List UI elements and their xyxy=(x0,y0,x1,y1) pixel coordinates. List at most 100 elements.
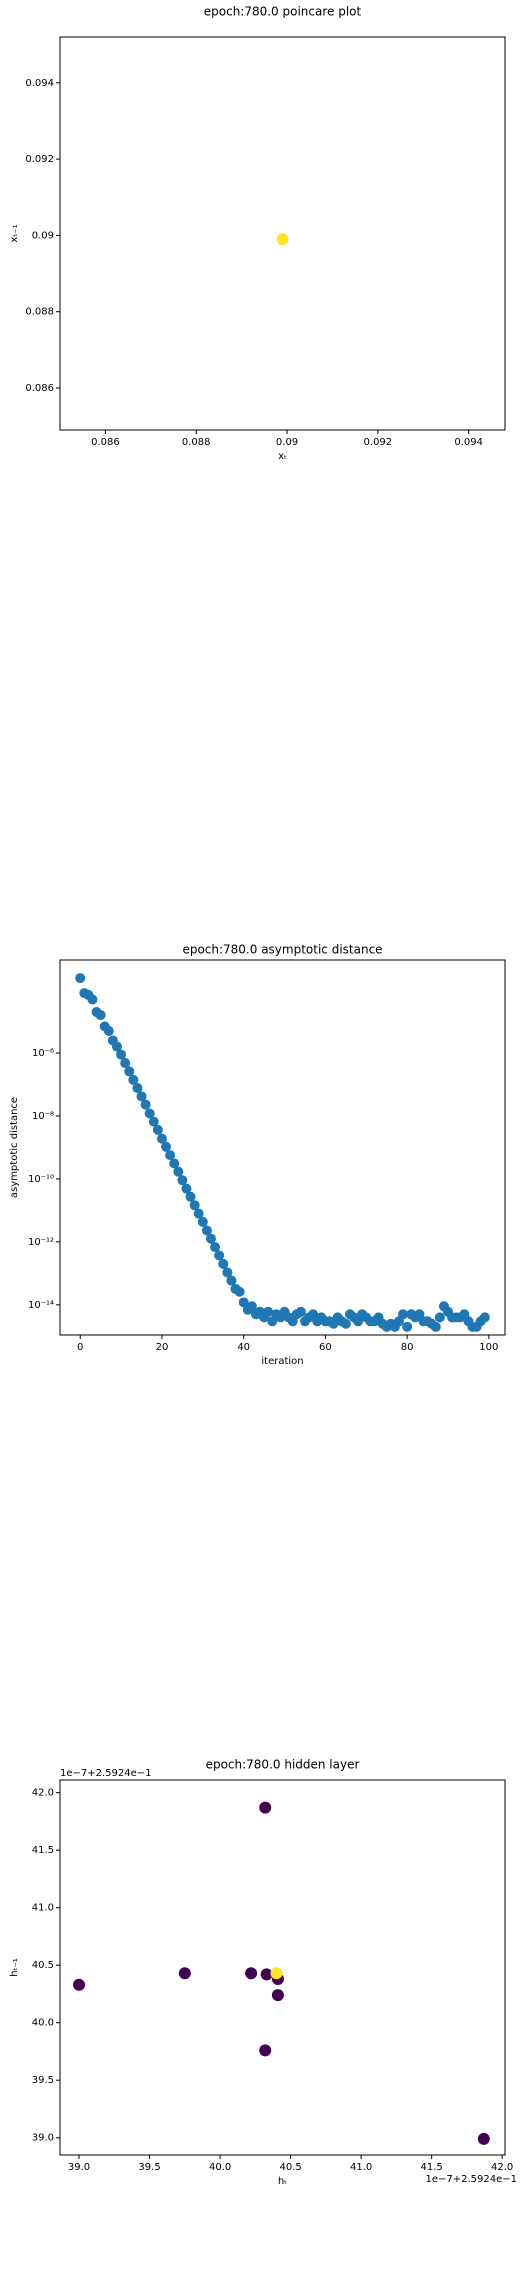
point xyxy=(479,1312,490,1323)
x-tick-label: 42.0 xyxy=(491,2162,513,2173)
axes-frame xyxy=(59,959,506,1336)
chart-title: epoch:780.0 hidden layer xyxy=(206,1758,360,1772)
y-axis-label: xₜ₋₁ xyxy=(9,224,20,242)
point xyxy=(340,1318,351,1329)
x-tick-label: 80 xyxy=(401,1342,414,1353)
point xyxy=(259,2044,272,2057)
y-tick-label: 10⁻¹⁰ xyxy=(28,1174,54,1185)
point xyxy=(270,1967,283,1980)
point xyxy=(144,1108,155,1119)
y-tick-label: 41.5 xyxy=(32,1845,54,1856)
x-tick-label: 0.092 xyxy=(364,437,393,448)
chart-title: epoch:780.0 asymptotic distance xyxy=(182,943,382,957)
point xyxy=(271,1989,284,2002)
point xyxy=(178,1967,191,1980)
point xyxy=(185,1191,196,1202)
point xyxy=(295,1306,306,1317)
x-tick-label: 0.094 xyxy=(454,437,483,448)
point xyxy=(189,1200,200,1211)
point xyxy=(95,1010,106,1021)
point xyxy=(156,1133,167,1144)
point xyxy=(246,1301,257,1312)
x-tick-label: 0.09 xyxy=(276,437,298,448)
y-tick-label: 0.092 xyxy=(25,154,54,165)
x-tick-label: 39.5 xyxy=(138,2162,160,2173)
x-tick-label: 41.0 xyxy=(350,2162,372,2173)
point xyxy=(116,1049,127,1060)
point xyxy=(87,994,98,1005)
y-tick-label: 10⁻⁸ xyxy=(32,1111,54,1122)
point xyxy=(148,1116,159,1127)
point xyxy=(173,1166,184,1177)
point xyxy=(73,1978,86,1991)
x-tick-label: 20 xyxy=(156,1342,169,1353)
point xyxy=(120,1058,131,1069)
point xyxy=(197,1216,208,1227)
x-tick-label: 41.5 xyxy=(421,2162,443,2173)
point xyxy=(238,1297,249,1308)
point xyxy=(205,1233,216,1244)
x-offset: 1e−7+2.5924e−1 xyxy=(425,2174,517,2185)
x-axis-label: hₜ xyxy=(278,2176,287,2187)
point xyxy=(210,1242,221,1253)
chart-title: epoch:780.0 poincare plot xyxy=(204,5,362,19)
point xyxy=(430,1321,441,1332)
point xyxy=(434,1312,445,1323)
y-axis-label: hₜ₋₁ xyxy=(9,1958,20,1977)
point xyxy=(226,1275,237,1286)
point xyxy=(263,1306,274,1317)
point xyxy=(193,1208,204,1219)
point xyxy=(201,1225,212,1236)
y-tick-label: 10⁻¹⁴ xyxy=(28,1300,54,1311)
point xyxy=(234,1286,245,1297)
point xyxy=(132,1083,143,1094)
y-tick-label: 0.086 xyxy=(25,383,54,394)
y-tick-label: 10⁻⁶ xyxy=(32,1048,54,1059)
point xyxy=(218,1258,229,1269)
point xyxy=(169,1158,180,1169)
point xyxy=(161,1141,172,1152)
y-tick-label: 0.088 xyxy=(25,307,54,318)
y-tick-label: 41.0 xyxy=(32,1903,54,1914)
x-tick-label: 100 xyxy=(479,1342,498,1353)
x-tick-label: 40 xyxy=(237,1342,250,1353)
x-axis-label: xₜ xyxy=(278,451,287,462)
point xyxy=(402,1321,413,1332)
y-tick-label: 40.0 xyxy=(32,2018,54,2029)
point xyxy=(128,1074,139,1085)
x-tick-label: 0.086 xyxy=(91,437,120,448)
point xyxy=(152,1124,163,1135)
point xyxy=(222,1267,233,1278)
point xyxy=(245,1967,258,1980)
x-tick-label: 39.0 xyxy=(68,2162,90,2173)
point xyxy=(477,2132,490,2145)
x-tick-label: 60 xyxy=(319,1342,332,1353)
point xyxy=(165,1150,176,1161)
point xyxy=(75,973,86,984)
y-tick-label: 10⁻¹² xyxy=(28,1237,54,1248)
point xyxy=(276,233,289,246)
point xyxy=(136,1091,147,1102)
x-tick-label: 0 xyxy=(77,1342,83,1353)
point xyxy=(140,1099,151,1110)
x-axis-label: iteration xyxy=(261,1356,303,1367)
y-tick-label: 42.0 xyxy=(32,1788,54,1799)
point xyxy=(259,1801,272,1814)
axes-frame xyxy=(59,1779,506,2156)
point xyxy=(124,1066,135,1077)
x-tick-label: 40.0 xyxy=(209,2162,231,2173)
point xyxy=(112,1041,123,1052)
point xyxy=(103,1025,114,1036)
point xyxy=(181,1183,192,1194)
y-tick-label: 39.5 xyxy=(32,2075,54,2086)
x-tick-label: 40.5 xyxy=(279,2162,301,2173)
point xyxy=(177,1175,188,1186)
y-tick-label: 39.0 xyxy=(32,2133,54,2144)
y-tick-label: 0.094 xyxy=(25,78,54,89)
y-tick-label: 0.09 xyxy=(32,230,54,241)
point xyxy=(260,1968,273,1981)
point xyxy=(214,1250,225,1261)
axes-frame xyxy=(59,36,506,431)
